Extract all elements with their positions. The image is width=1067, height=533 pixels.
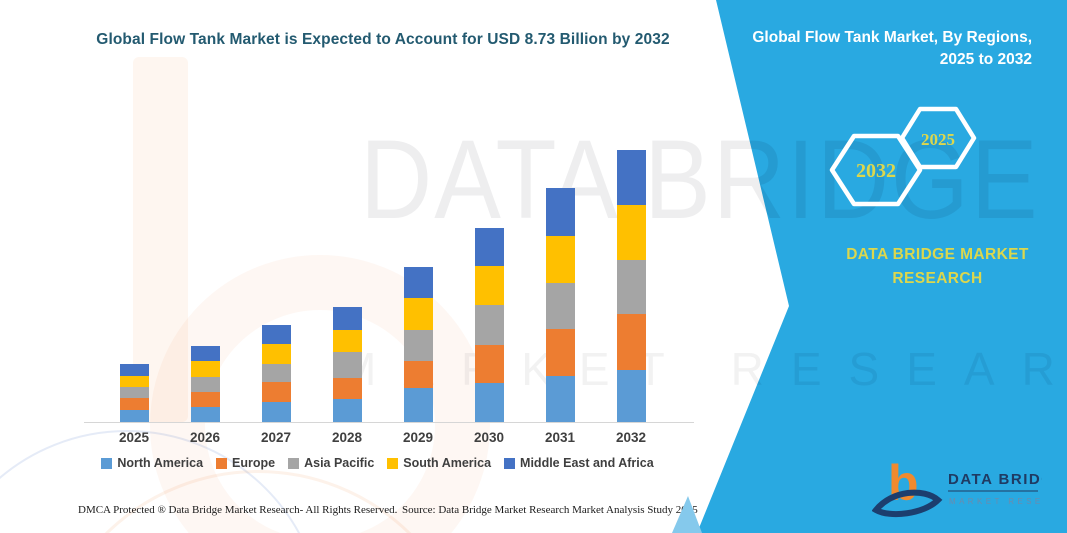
data-bridge-logo: b DATA BRIDGE MARKET RESEARCH bbox=[872, 455, 1042, 518]
stacked-bar-plot bbox=[119, 149, 646, 423]
segment-europe bbox=[119, 398, 149, 410]
segment-asia-pacific bbox=[616, 259, 646, 315]
x-axis-line bbox=[84, 422, 694, 423]
segment-north-america bbox=[332, 398, 362, 423]
segment-europe bbox=[545, 328, 575, 377]
segment-asia-pacific bbox=[545, 282, 575, 329]
legend-label: North America bbox=[117, 456, 204, 470]
logo-swoosh bbox=[872, 489, 943, 518]
segment-asia-pacific bbox=[119, 386, 149, 399]
segment-middle-east-and-africa bbox=[545, 188, 575, 236]
legend-item-europe: Europe bbox=[216, 456, 275, 470]
stacked-bar-2032 bbox=[616, 149, 646, 423]
segment-middle-east-and-africa bbox=[190, 345, 220, 361]
x-tick-2026: 2026 bbox=[189, 430, 221, 445]
x-tick-2031: 2031 bbox=[544, 430, 576, 445]
segment-asia-pacific bbox=[261, 363, 291, 383]
segment-north-america bbox=[190, 406, 220, 423]
segment-asia-pacific bbox=[474, 305, 504, 346]
x-axis-labels: 2025 2026 2027 2028 2029 2030 2031 2032 bbox=[0, 430, 720, 450]
segment-south-america bbox=[261, 344, 291, 364]
hexagon-2025-label: 2025 bbox=[921, 130, 955, 149]
segment-middle-east-and-africa bbox=[403, 266, 433, 298]
segment-north-america bbox=[545, 376, 575, 423]
legend-swatch bbox=[216, 457, 228, 469]
segment-south-america bbox=[190, 360, 220, 377]
segment-middle-east-and-africa bbox=[119, 364, 149, 376]
segment-europe bbox=[332, 377, 362, 399]
x-tick-2028: 2028 bbox=[331, 430, 363, 445]
stacked-bar-2030 bbox=[474, 228, 504, 423]
segment-europe bbox=[261, 382, 291, 403]
logo-sub-text: MARKET RESEARCH bbox=[949, 497, 1042, 506]
legend-label: Asia Pacific bbox=[304, 456, 375, 470]
hexagon-2032-label: 2032 bbox=[856, 160, 896, 182]
segment-south-america bbox=[616, 204, 646, 260]
segment-north-america bbox=[119, 409, 149, 423]
segment-south-america bbox=[403, 297, 433, 330]
copyright-text: DMCA Protected ® Data Bridge Market Rese… bbox=[78, 504, 398, 516]
x-tick-2025: 2025 bbox=[118, 430, 150, 445]
panel-title: Global Flow Tank Market, By Regions, 202… bbox=[752, 29, 1032, 69]
legend-item-south-america: South America bbox=[387, 456, 491, 470]
segment-north-america bbox=[474, 382, 504, 423]
stacked-bar-2029 bbox=[403, 266, 433, 423]
panel-brand-text: DATA BRIDGE MARKET RESEARCH bbox=[846, 246, 1029, 288]
year-hexagons: 2032 2025 bbox=[829, 106, 977, 207]
segment-europe bbox=[474, 345, 504, 383]
hexagon-2025-outline bbox=[899, 106, 977, 170]
segment-north-america bbox=[616, 370, 646, 423]
legend-swatch bbox=[387, 457, 399, 469]
segment-south-america bbox=[545, 235, 575, 283]
stacked-bar-2028 bbox=[332, 306, 362, 423]
source-text: Source: Data Bridge Market Research Mark… bbox=[402, 504, 698, 516]
segment-middle-east-and-africa bbox=[474, 228, 504, 266]
legend-label: Europe bbox=[232, 456, 276, 470]
legend-swatch bbox=[288, 457, 300, 469]
segment-asia-pacific bbox=[190, 376, 220, 392]
segment-south-america bbox=[332, 330, 362, 353]
legend-item-asia-pacific: Asia Pacific bbox=[288, 456, 374, 470]
segment-south-america bbox=[474, 265, 504, 306]
chart-legend: North America Europe Asia Pacific South Ame… bbox=[55, 456, 700, 470]
logo-name-text: DATA BRIDGE bbox=[948, 471, 1042, 488]
segment-europe bbox=[403, 360, 433, 388]
segment-north-america bbox=[403, 387, 433, 423]
legend-swatch bbox=[504, 457, 516, 469]
segment-europe bbox=[190, 391, 220, 407]
legend-item-north-america: North America bbox=[101, 456, 203, 470]
stacked-bar-2025 bbox=[119, 364, 149, 423]
segment-asia-pacific bbox=[403, 329, 433, 361]
legend-label: Middle East and Africa bbox=[520, 456, 654, 470]
legend-swatch bbox=[101, 457, 113, 469]
legend-label: South America bbox=[403, 456, 492, 470]
segment-north-america bbox=[261, 402, 291, 423]
logo-b-glyph: b bbox=[888, 455, 919, 511]
segment-middle-east-and-africa bbox=[261, 325, 291, 345]
x-tick-2027: 2027 bbox=[260, 430, 292, 445]
legend-item-middle-east-and-africa: Middle East and Africa bbox=[504, 456, 654, 470]
segment-middle-east-and-africa bbox=[332, 306, 362, 331]
segment-middle-east-and-africa bbox=[616, 149, 646, 205]
segment-asia-pacific bbox=[332, 352, 362, 378]
hexagon-2032-outline bbox=[829, 133, 923, 207]
segment-south-america bbox=[119, 375, 149, 387]
x-tick-2030: 2030 bbox=[473, 430, 505, 445]
stacked-bar-2031 bbox=[545, 188, 575, 423]
segment-europe bbox=[616, 314, 646, 371]
chart-headline: Global Flow Tank Market is Expected to A… bbox=[96, 31, 670, 48]
x-tick-2032: 2032 bbox=[615, 430, 647, 445]
x-tick-2029: 2029 bbox=[402, 430, 434, 445]
stacked-bar-2026 bbox=[190, 345, 220, 423]
stacked-bar-2027 bbox=[261, 325, 291, 423]
